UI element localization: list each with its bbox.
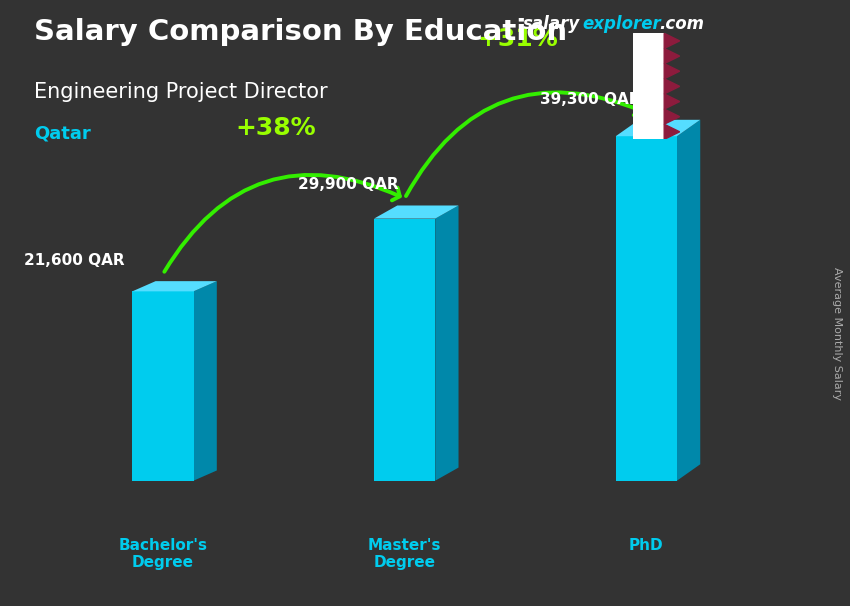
Text: +31%: +31% — [477, 27, 558, 51]
Bar — [633, 33, 664, 139]
Polygon shape — [374, 205, 458, 219]
Polygon shape — [194, 281, 217, 481]
Text: .com: .com — [659, 15, 704, 33]
Text: +38%: +38% — [235, 116, 316, 139]
Bar — [374, 219, 435, 481]
Text: salary: salary — [523, 15, 580, 33]
Text: explorer: explorer — [582, 15, 661, 33]
Bar — [615, 136, 677, 481]
Text: 21,600 QAR: 21,600 QAR — [24, 253, 125, 268]
Polygon shape — [664, 33, 680, 48]
Text: PhD: PhD — [629, 538, 664, 553]
Polygon shape — [664, 48, 680, 64]
Text: Engineering Project Director: Engineering Project Director — [34, 82, 327, 102]
Text: 29,900 QAR: 29,900 QAR — [298, 178, 399, 192]
Polygon shape — [664, 64, 680, 79]
Polygon shape — [133, 281, 217, 291]
Polygon shape — [664, 124, 680, 139]
Polygon shape — [664, 94, 680, 109]
Text: Average Monthly Salary: Average Monthly Salary — [832, 267, 842, 400]
Text: Master's
Degree: Master's Degree — [368, 538, 441, 570]
Text: Salary Comparison By Education: Salary Comparison By Education — [34, 18, 567, 46]
Text: Qatar: Qatar — [34, 124, 91, 142]
Polygon shape — [677, 120, 700, 481]
Polygon shape — [615, 120, 700, 136]
Bar — [133, 291, 194, 481]
Text: Bachelor's
Degree: Bachelor's Degree — [118, 538, 207, 570]
Text: 39,300 QAR: 39,300 QAR — [540, 92, 640, 107]
Polygon shape — [664, 109, 680, 124]
Polygon shape — [435, 205, 458, 481]
Polygon shape — [664, 79, 680, 94]
